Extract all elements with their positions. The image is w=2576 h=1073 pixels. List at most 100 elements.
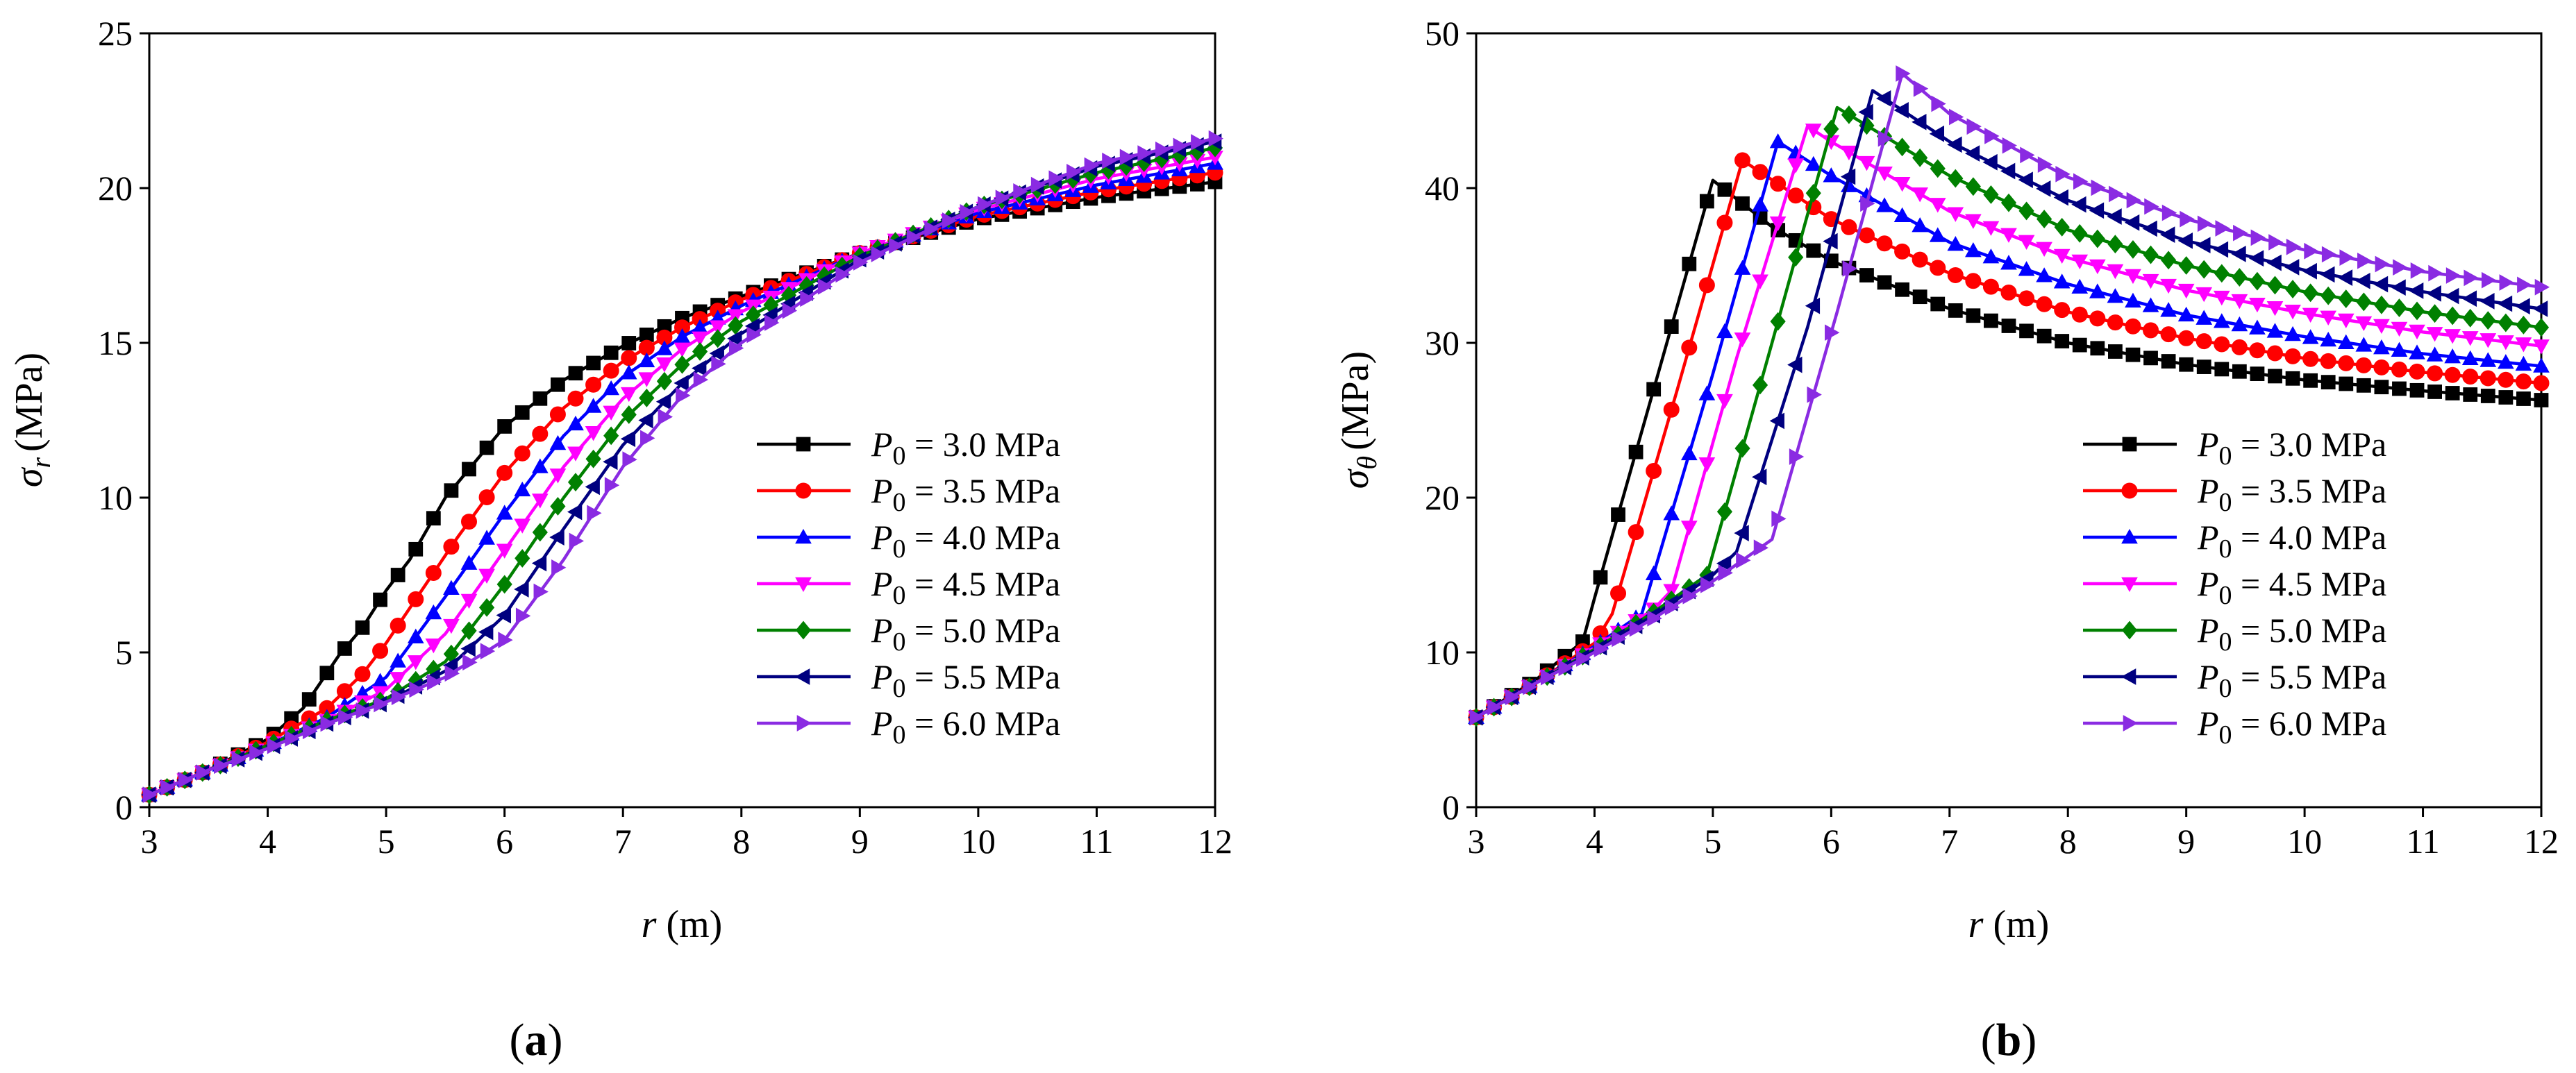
data-point <box>2249 342 2266 359</box>
y-axis-symbol: σ <box>8 466 51 487</box>
data-point <box>1208 130 1224 147</box>
x-tick-label: 9 <box>851 822 869 861</box>
data-point <box>2284 326 2301 341</box>
data-point <box>2126 192 2141 209</box>
data-point <box>2409 301 2425 321</box>
data-point <box>2498 313 2514 332</box>
data-point <box>1680 445 1698 461</box>
data-point <box>587 505 602 522</box>
data-point <box>2479 370 2496 387</box>
data-point <box>1048 170 1064 187</box>
y-axis-unit: (MPa) <box>8 353 51 452</box>
data-point <box>551 559 567 576</box>
data-point <box>2054 217 2070 237</box>
data-point <box>1137 145 1153 162</box>
data-point <box>2321 246 2337 263</box>
data-point <box>2357 252 2373 269</box>
data-point <box>2178 330 2195 346</box>
data-point <box>692 342 708 361</box>
data-point <box>1949 108 1964 126</box>
data-point <box>2533 318 2550 337</box>
data-point <box>2107 314 2123 331</box>
data-point <box>2071 278 2089 294</box>
data-point <box>249 744 265 761</box>
data-point <box>2213 290 2230 306</box>
data-point <box>692 360 707 377</box>
data-point <box>1858 103 1873 121</box>
panel-label-b: (b) <box>1981 1015 2037 1065</box>
data-point <box>426 511 441 526</box>
data-point <box>1664 319 1679 334</box>
x-tick-label: 3 <box>141 822 158 861</box>
series-group <box>140 130 1224 804</box>
x-tick-label: 6 <box>496 822 513 861</box>
panel-label-letter: a <box>525 1015 548 1065</box>
data-point <box>1787 158 1805 174</box>
data-point <box>1877 275 1892 290</box>
legend-item: P0 = 4.5 MPa <box>2083 564 2386 610</box>
data-point <box>2284 259 2300 276</box>
data-point <box>408 591 424 607</box>
data-point <box>1787 187 1804 204</box>
data-point <box>2498 371 2514 388</box>
data-point <box>1752 375 1768 395</box>
data-point <box>674 342 691 357</box>
data-point <box>496 543 513 559</box>
data-point <box>2304 242 2319 260</box>
data-point <box>1191 134 1206 151</box>
data-point <box>2427 365 2443 382</box>
x-tick-label: 3 <box>1468 822 1485 861</box>
data-point <box>336 683 353 700</box>
x-tick-label: 7 <box>614 822 632 861</box>
data-point <box>443 539 460 555</box>
data-point <box>1576 650 1591 667</box>
data-point <box>2091 179 2106 196</box>
data-point <box>655 393 671 410</box>
data-point <box>727 330 742 347</box>
data-point <box>2286 238 2302 255</box>
data-point <box>674 355 690 374</box>
panel-label-close: ) <box>2021 1015 2036 1065</box>
data-point <box>531 458 549 473</box>
x-tick-label: 4 <box>1586 822 1603 861</box>
data-point <box>1859 268 1874 282</box>
data-point <box>1930 159 1946 178</box>
data-point <box>1965 273 1982 289</box>
x-tick-labels: 3 4 5 6 7 8 9 10 11 12 <box>1468 822 2559 861</box>
x-axis-label: r (m) <box>642 903 723 946</box>
data-point <box>1805 124 1822 139</box>
y-axis-subscript: θ <box>1351 456 1382 470</box>
data-point <box>1663 505 1680 521</box>
data-point <box>2444 329 2461 344</box>
data-point <box>2320 375 2336 390</box>
data-point <box>1788 248 1804 267</box>
data-point <box>621 336 637 350</box>
data-point <box>285 730 300 747</box>
data-point <box>2267 276 2283 295</box>
x-axis-unit: (m) <box>1993 903 2049 946</box>
data-point <box>1734 525 1749 541</box>
data-point <box>585 426 602 441</box>
data-point <box>2498 354 2514 369</box>
series-group <box>1467 65 2550 727</box>
data-point <box>550 497 566 516</box>
data-point <box>2089 283 2106 298</box>
data-point <box>2339 376 2354 391</box>
data-point <box>1860 195 1875 212</box>
data-point <box>532 523 548 542</box>
y-tick-label: 10 <box>1425 633 1460 672</box>
data-point <box>354 666 371 682</box>
data-point <box>1877 130 1893 147</box>
data-point <box>2337 334 2355 349</box>
data-point <box>443 580 460 595</box>
legend-marker <box>2121 528 2138 544</box>
data-point <box>338 709 353 726</box>
legend-marker <box>796 437 811 452</box>
data-point <box>2071 254 2089 270</box>
data-point <box>871 246 886 262</box>
data-point <box>1523 678 1538 695</box>
x-tick-label: 12 <box>2524 822 2559 861</box>
data-point <box>478 623 494 641</box>
